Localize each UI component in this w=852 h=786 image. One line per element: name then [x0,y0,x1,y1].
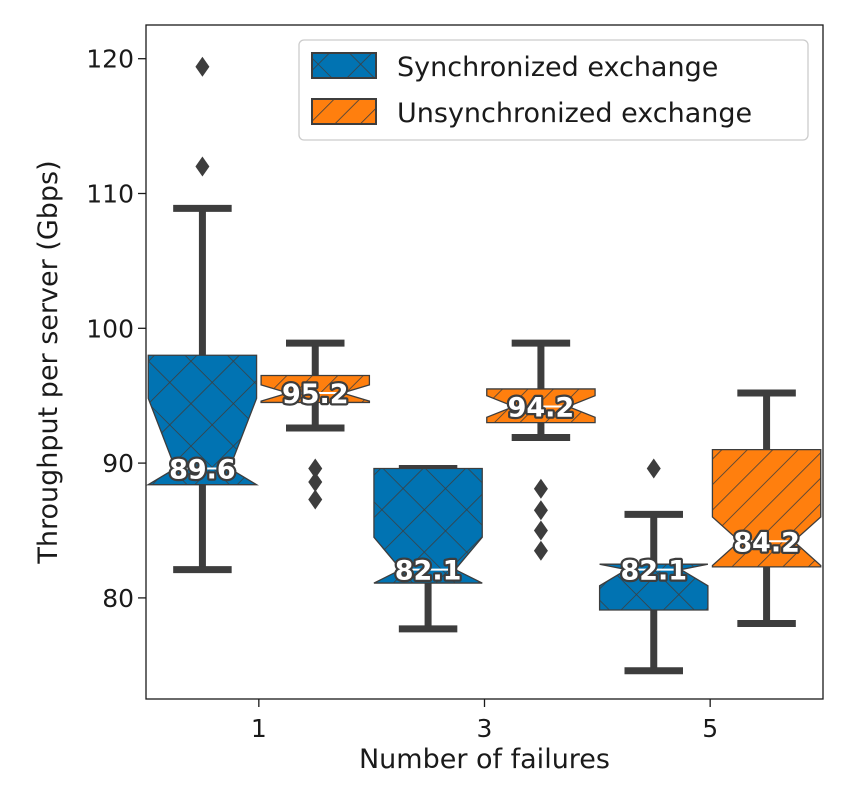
legend-item-unsynchronized: Unsynchronized exchange [311,98,752,129]
outlier-marker [646,458,661,479]
y-tick-label: 90 [102,449,134,478]
outlier-marker [195,156,210,177]
legend-label-unsynchronized: Unsynchronized exchange [397,98,752,129]
box-group: 95.2 [260,339,371,510]
legend-frame [298,39,809,141]
median-label: 94.2 [508,392,575,423]
outlier-marker [195,56,210,77]
outlier-marker [308,458,323,479]
x-axis: 1 3 5 [251,699,718,743]
box-group: 82.1 [373,464,483,633]
median-label: 95.2 [282,379,349,410]
median-label: 82.1 [395,556,462,587]
x-axis-label: Number of failures [359,744,610,775]
outlier-marker [533,500,548,521]
x-tick-label: 5 [702,714,718,743]
box-hatch [598,563,709,611]
y-tick-label: 100 [86,314,134,343]
box-hatch [373,467,483,584]
box-group: 82.1 [598,458,709,675]
outlier-marker [533,478,548,499]
box-group: 94.2 [486,339,596,561]
y-tick-label: 80 [102,584,134,613]
box-hatch [711,448,822,568]
legend-item-synchronized: Synchronized exchange [311,52,718,83]
legend: Synchronized exchange Unsynchronized exc… [298,39,809,141]
outlier-marker [308,489,323,510]
box-hatch [146,354,259,486]
median-label: 84.2 [733,527,800,558]
legend-label-synchronized: Synchronized exchange [397,52,718,83]
plot-area: 89.6 82.1 82.1 95.2 94.2 84.2 [146,56,822,675]
legend-swatch-synchronized-hatch [311,52,377,79]
x-tick-label: 1 [251,714,267,743]
y-tick-label: 120 [86,45,134,74]
y-axis-label: Throughput per server (Gbps) [33,160,64,564]
x-tick-label: 3 [477,714,493,743]
legend-swatch-unsynchronized-hatch [311,98,377,125]
median-label: 82.1 [620,556,687,587]
y-tick-label: 110 [86,180,134,209]
y-axis: 80 90 100 110 120 [86,45,146,613]
median-label: 89.6 [169,454,236,485]
outlier-marker [308,471,323,492]
box-group: 89.6 [146,56,259,574]
box-group: 84.2 [711,389,822,628]
outlier-marker [533,520,548,541]
outlier-marker [533,540,548,561]
box-hatch [260,374,371,404]
